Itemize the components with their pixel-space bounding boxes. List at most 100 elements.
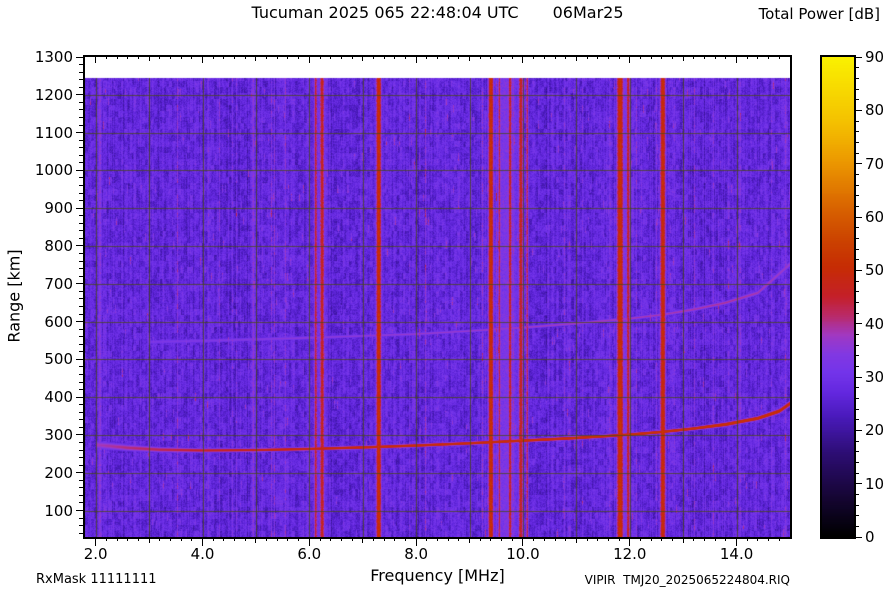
y-axis-minor-tick: [79, 237, 83, 239]
colorbar-tick-label: 20: [865, 421, 884, 440]
colorbar-tick-label: 90: [865, 48, 884, 66]
x-axis-title: Frequency [MHz]: [370, 566, 505, 585]
y-tick-label: 700: [44, 274, 73, 293]
x-axis-minor-tick: [159, 57, 161, 59]
y-axis-minor-tick: [79, 64, 83, 66]
y-axis-minor-tick: [79, 253, 83, 255]
x-axis-minor-tick: [554, 57, 556, 59]
x-axis-tick: [629, 539, 631, 546]
x-axis-tick: [95, 539, 97, 546]
y-axis-tick: [76, 434, 83, 436]
x-axis-minor-tick: [682, 539, 684, 543]
y-tick-label: 600: [44, 312, 73, 331]
x-axis-minor-tick: [704, 539, 706, 541]
colorbar-minor-tick: [856, 440, 859, 442]
y-axis-minor-tick: [79, 230, 83, 232]
colorbar-tick: [856, 216, 862, 218]
x-axis-minor-tick: [554, 539, 556, 541]
colorbar-minor-tick: [856, 301, 859, 303]
y-axis-minor-tick: [79, 479, 83, 481]
colorbar-tick: [856, 269, 862, 271]
x-axis-minor-tick: [394, 539, 396, 541]
y-axis-minor-tick: [79, 154, 83, 156]
colorbar-minor-tick: [856, 333, 859, 335]
colorbar-minor-tick: [856, 280, 859, 282]
x-tick-label: 2.0: [83, 545, 108, 563]
x-axis-minor-tick: [330, 57, 332, 59]
y-axis-minor-tick: [79, 116, 83, 118]
x-axis-minor-tick: [575, 57, 577, 61]
x-axis-minor-tick: [757, 539, 759, 541]
y-axis-minor-tick: [79, 449, 83, 451]
y-axis-tick: [76, 472, 83, 474]
y-axis-minor-tick: [79, 71, 83, 73]
x-axis-minor-tick: [287, 57, 289, 59]
x-axis-minor-tick: [191, 539, 193, 541]
x-axis-tick: [95, 57, 97, 63]
x-axis-minor-tick: [479, 539, 481, 541]
x-axis-tick: [522, 539, 524, 546]
y-axis-minor-tick: [79, 109, 83, 111]
x-axis-tick: [415, 539, 417, 546]
x-axis-minor-tick: [597, 57, 599, 59]
x-axis-minor-tick: [234, 539, 236, 541]
x-axis-tick: [308, 57, 310, 63]
y-axis-tick: [76, 56, 83, 58]
x-axis-minor-tick: [404, 57, 406, 59]
y-axis-minor-tick: [79, 200, 83, 202]
x-axis-minor-tick: [469, 539, 471, 543]
x-axis-minor-tick: [319, 539, 321, 541]
x-axis-minor-tick: [682, 57, 684, 61]
colorbar-minor-tick: [856, 77, 859, 79]
x-axis-minor-tick: [276, 539, 278, 541]
x-axis-minor-tick: [725, 57, 727, 59]
plot-title: Tucuman 2025 065 22:48:04 UTC: [251, 3, 519, 22]
x-axis-minor-tick: [298, 57, 300, 59]
x-axis-minor-tick: [693, 539, 695, 541]
colorbar-minor-tick: [856, 227, 859, 229]
x-axis-minor-tick: [159, 539, 161, 541]
colorbar-minor-tick: [856, 472, 859, 474]
y-axis-minor-tick: [79, 464, 83, 466]
y-axis-tick: [76, 510, 83, 512]
colorbar-minor-tick: [856, 504, 859, 506]
x-axis-minor-tick: [511, 57, 513, 59]
y-tick-label: 100: [44, 501, 73, 520]
y-axis-tick: [76, 132, 83, 134]
x-axis-minor-tick: [191, 57, 193, 59]
x-axis-minor-tick: [469, 57, 471, 61]
x-axis-minor-tick: [362, 539, 364, 543]
x-axis-minor-tick: [458, 539, 460, 541]
y-axis-tick: [76, 321, 83, 323]
y-axis-tick: [76, 283, 83, 285]
x-axis-minor-tick: [533, 57, 535, 59]
x-tick-label: 4.0: [190, 545, 215, 563]
x-axis-minor-tick: [127, 57, 129, 59]
x-axis-minor-tick: [223, 539, 225, 541]
x-axis-minor-tick: [180, 539, 182, 541]
colorbar-minor-tick: [856, 451, 859, 453]
colorbar-tick-label: 80: [865, 101, 884, 120]
x-tick-label: 12.0: [613, 545, 647, 563]
colorbar-tick-label: 70: [865, 154, 884, 173]
colorbar-tick-label: 60: [865, 208, 884, 226]
y-axis-minor-tick: [79, 336, 83, 338]
colorbar-tick: [856, 429, 862, 431]
colorbar-tick: [856, 56, 862, 58]
colorbar-minor-tick: [856, 397, 859, 399]
y-axis-minor-tick: [79, 389, 83, 391]
y-axis-minor-tick: [79, 192, 83, 194]
x-axis-minor-tick: [372, 539, 374, 541]
y-axis-minor-tick: [79, 487, 83, 489]
y-axis-tick: [76, 396, 83, 398]
x-axis-minor-tick: [757, 57, 759, 59]
colorbar-frame: [820, 55, 856, 539]
y-axis-minor-tick: [79, 275, 83, 277]
y-axis-minor-tick: [79, 101, 83, 103]
x-axis-minor-tick: [127, 539, 129, 541]
x-axis-minor-tick: [340, 57, 342, 59]
colorbar-minor-tick: [856, 88, 859, 90]
x-axis-minor-tick: [169, 57, 171, 59]
x-axis-minor-tick: [351, 539, 353, 541]
